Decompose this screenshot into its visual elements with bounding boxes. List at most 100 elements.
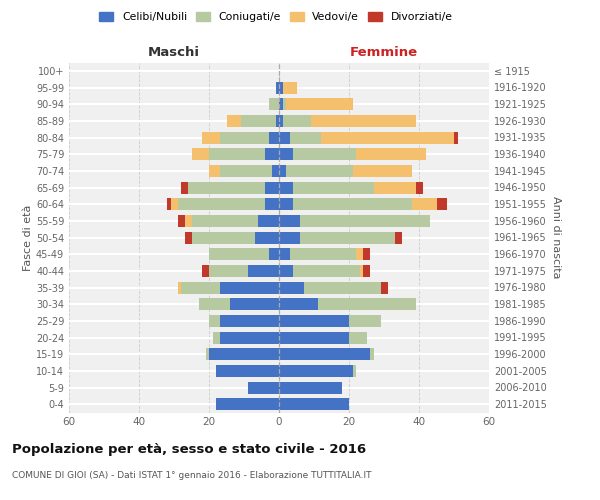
Bar: [279, 198, 293, 210]
Bar: [290, 248, 356, 260]
Bar: [265, 148, 279, 160]
Bar: [279, 348, 370, 360]
Bar: [370, 348, 373, 360]
Bar: [412, 198, 437, 210]
Bar: [167, 198, 170, 210]
Bar: [275, 115, 279, 127]
Bar: [293, 265, 359, 277]
Bar: [265, 182, 279, 194]
Bar: [254, 232, 279, 243]
Bar: [220, 165, 272, 177]
Bar: [293, 182, 373, 194]
Bar: [191, 215, 258, 227]
Bar: [209, 165, 220, 177]
Bar: [185, 232, 191, 243]
Bar: [188, 182, 265, 194]
Bar: [220, 315, 279, 327]
Bar: [202, 132, 220, 143]
Bar: [279, 98, 283, 110]
Bar: [202, 265, 209, 277]
Bar: [356, 148, 426, 160]
Bar: [178, 198, 265, 210]
Bar: [269, 132, 279, 143]
Bar: [279, 298, 317, 310]
Bar: [178, 282, 181, 294]
Bar: [272, 165, 279, 177]
Text: Femmine: Femmine: [350, 46, 418, 59]
Y-axis label: Anni di nascita: Anni di nascita: [551, 196, 561, 278]
Bar: [454, 132, 458, 143]
Bar: [311, 115, 415, 127]
Bar: [279, 382, 342, 394]
Bar: [248, 265, 279, 277]
Bar: [359, 265, 363, 277]
Bar: [269, 248, 279, 260]
Bar: [209, 248, 269, 260]
Bar: [279, 215, 300, 227]
Bar: [209, 348, 279, 360]
Bar: [363, 265, 370, 277]
Legend: Celibi/Nubili, Coniugati/e, Vedovi/e, Divorziati/e: Celibi/Nubili, Coniugati/e, Vedovi/e, Di…: [95, 8, 457, 27]
Bar: [170, 198, 178, 210]
Bar: [415, 182, 422, 194]
Bar: [248, 382, 279, 394]
Bar: [290, 132, 321, 143]
Bar: [373, 182, 415, 194]
Bar: [199, 298, 230, 310]
Bar: [181, 282, 220, 294]
Bar: [220, 282, 279, 294]
Bar: [230, 298, 279, 310]
Bar: [279, 165, 286, 177]
Bar: [265, 198, 279, 210]
Bar: [279, 82, 283, 94]
Bar: [293, 148, 356, 160]
Bar: [216, 365, 279, 377]
Bar: [279, 265, 293, 277]
Bar: [317, 298, 415, 310]
Bar: [437, 198, 447, 210]
Bar: [321, 132, 454, 143]
Bar: [283, 115, 311, 127]
Bar: [216, 398, 279, 410]
Bar: [209, 148, 265, 160]
Bar: [209, 315, 220, 327]
Bar: [241, 115, 275, 127]
Bar: [227, 115, 241, 127]
Bar: [269, 98, 279, 110]
Bar: [353, 365, 356, 377]
Bar: [279, 132, 290, 143]
Text: Maschi: Maschi: [148, 46, 200, 59]
Bar: [293, 198, 412, 210]
Text: Popolazione per età, sesso e stato civile - 2016: Popolazione per età, sesso e stato civil…: [12, 442, 366, 456]
Bar: [283, 98, 286, 110]
Bar: [279, 365, 353, 377]
Bar: [300, 232, 395, 243]
Bar: [185, 215, 191, 227]
Bar: [349, 332, 367, 344]
Bar: [258, 215, 279, 227]
Bar: [286, 165, 353, 177]
Bar: [279, 232, 300, 243]
Bar: [178, 215, 185, 227]
Bar: [279, 182, 293, 194]
Bar: [353, 165, 412, 177]
Bar: [212, 332, 220, 344]
Bar: [380, 282, 388, 294]
Bar: [349, 315, 380, 327]
Bar: [279, 115, 283, 127]
Bar: [283, 82, 296, 94]
Bar: [395, 232, 401, 243]
Bar: [205, 348, 209, 360]
Bar: [356, 248, 363, 260]
Text: COMUNE DI GIOI (SA) - Dati ISTAT 1° gennaio 2016 - Elaborazione TUTTITALIA.IT: COMUNE DI GIOI (SA) - Dati ISTAT 1° genn…: [12, 470, 371, 480]
Bar: [275, 82, 279, 94]
Bar: [220, 132, 269, 143]
Bar: [279, 398, 349, 410]
Bar: [279, 282, 304, 294]
Bar: [279, 148, 293, 160]
Bar: [279, 315, 349, 327]
Bar: [363, 248, 370, 260]
Y-axis label: Fasce di età: Fasce di età: [23, 204, 33, 270]
Bar: [191, 148, 209, 160]
Bar: [300, 215, 430, 227]
